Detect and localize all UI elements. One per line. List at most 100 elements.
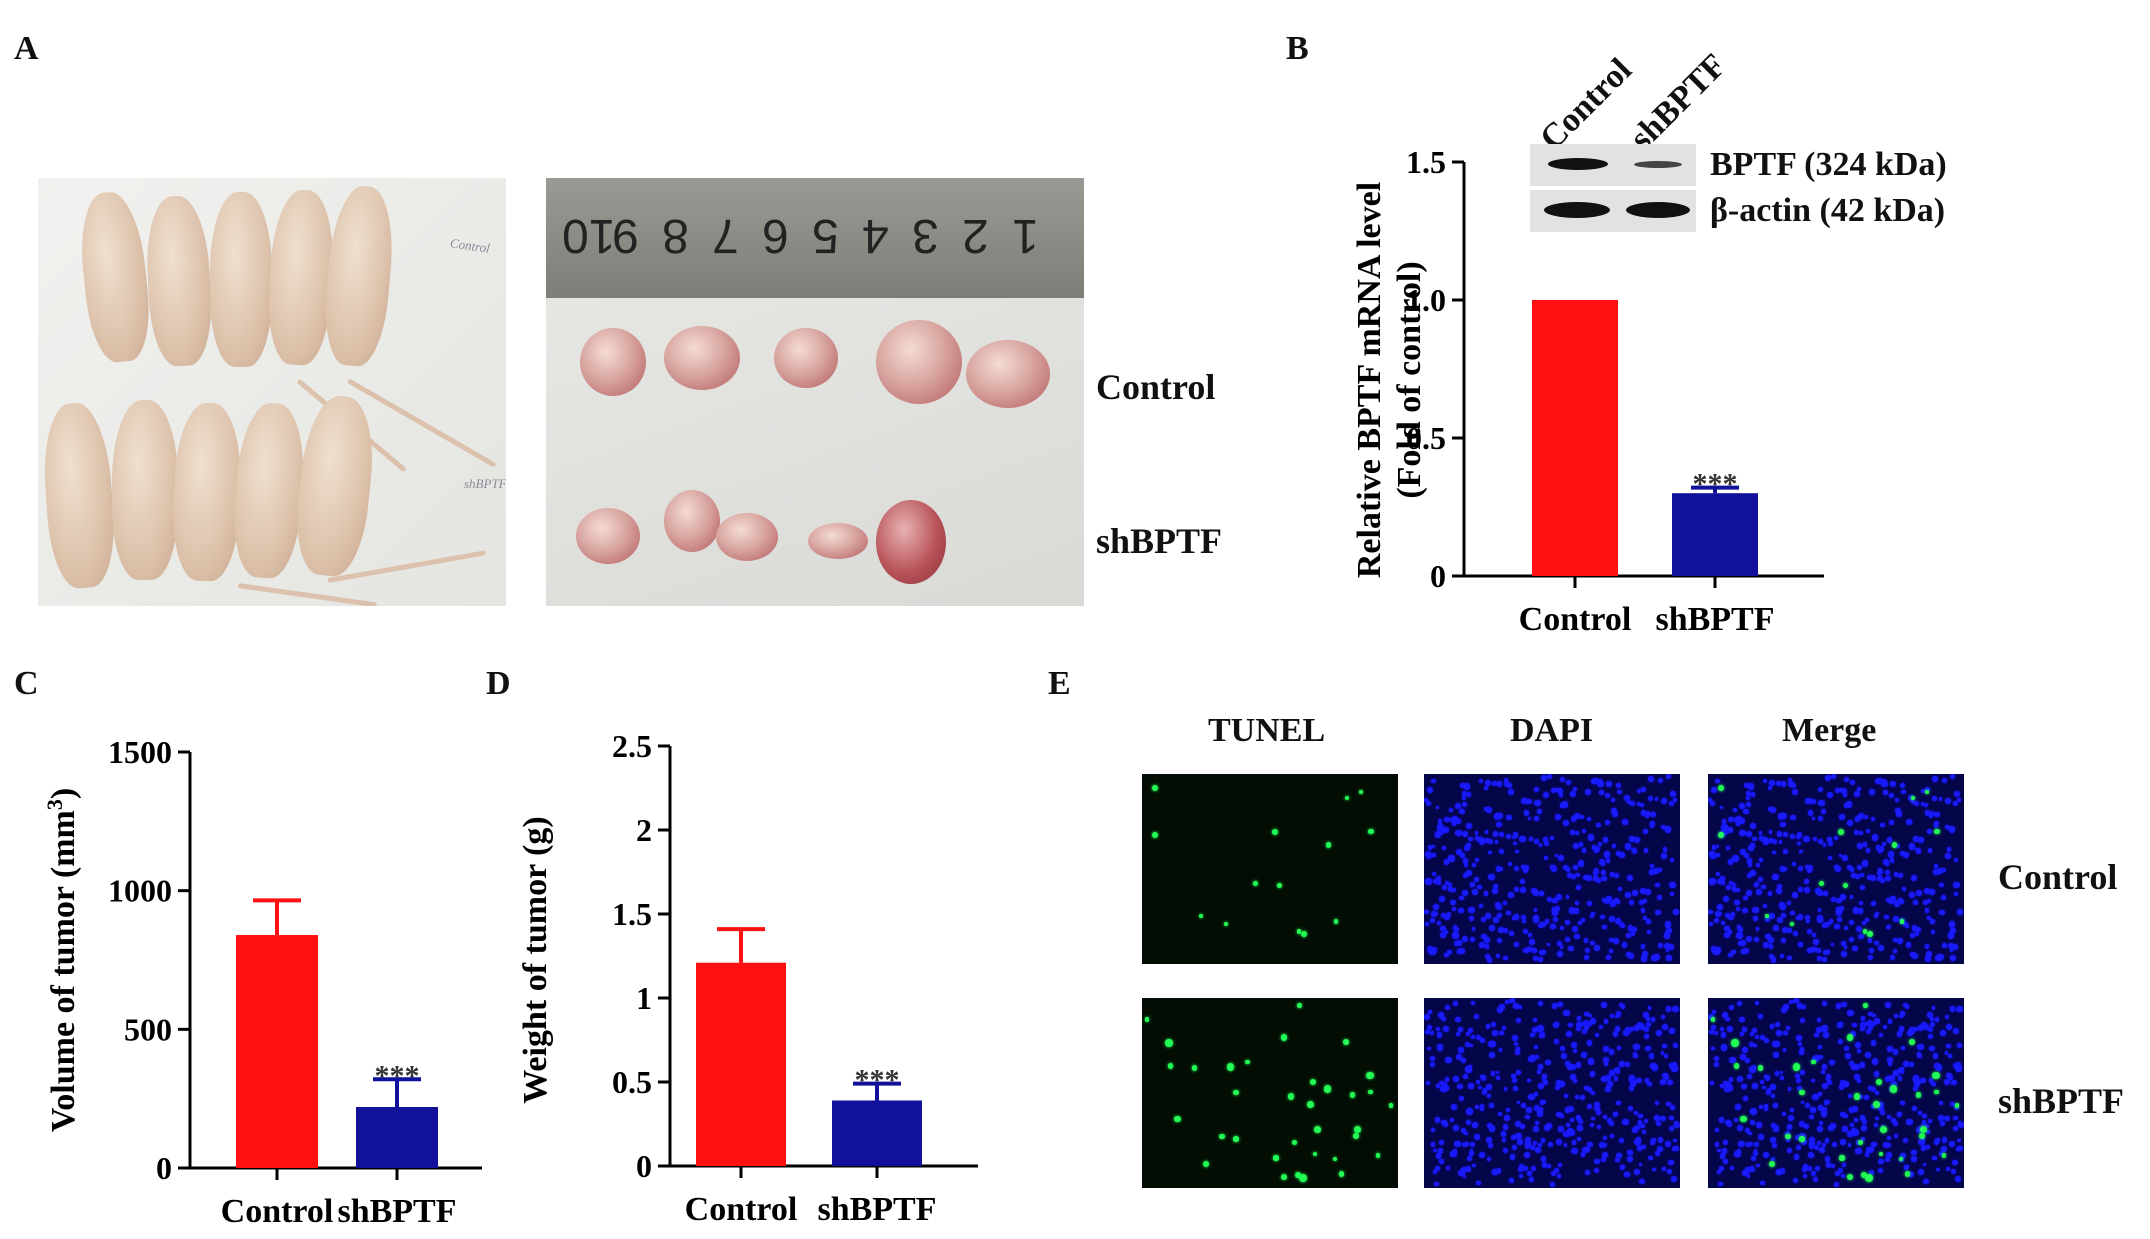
fluorescent-nucleus [1602, 1056, 1609, 1063]
fluorescent-nucleus [1919, 1126, 1927, 1134]
fluorescent-nucleus [1503, 1124, 1509, 1130]
fluorescent-nucleus [1571, 1147, 1578, 1154]
fluorescent-nucleus [1544, 856, 1549, 861]
fluorescent-nucleus [1671, 1065, 1678, 1072]
fluorescent-nucleus [1629, 1081, 1636, 1088]
fluorescent-nucleus [1798, 1089, 1805, 1096]
fluorescent-nucleus [1536, 1069, 1541, 1074]
y-tick-label: 1000 [108, 873, 172, 909]
fluorescent-nucleus [1902, 1137, 1908, 1143]
fluorescent-nucleus [1727, 859, 1733, 865]
fluorescent-nucleus [1783, 1030, 1789, 1036]
fluorescent-nucleus [1513, 1041, 1518, 1047]
fluorescent-nucleus [1779, 953, 1785, 959]
fluorescent-nucleus [1893, 1013, 1899, 1018]
fluorescent-nucleus [1957, 1121, 1964, 1129]
fluorescent-nucleus [1640, 802, 1645, 807]
fluorescent-nucleus [1768, 830, 1773, 834]
fluorescent-nucleus [1672, 1146, 1677, 1152]
fluorescent-nucleus [1528, 1093, 1535, 1100]
fluorescent-nucleus [1425, 922, 1430, 927]
fluorescent-nucleus [1503, 1087, 1508, 1091]
fluorescent-nucleus [1466, 843, 1471, 848]
fluorescent-nucleus [1884, 861, 1889, 867]
fluorescent-nucleus [1312, 1151, 1318, 1156]
fluorescent-nucleus [1921, 1120, 1927, 1125]
fluorescent-nucleus [1748, 1165, 1755, 1173]
fluorescent-nucleus [1817, 908, 1822, 912]
fluorescent-nucleus [1545, 1059, 1551, 1066]
fluorescent-nucleus [1636, 1021, 1644, 1029]
fluorescent-nucleus [1606, 1117, 1612, 1123]
fluorescent-nucleus [1432, 904, 1439, 911]
fluorescent-nucleus [1930, 929, 1935, 935]
fluorescent-nucleus [1875, 1090, 1880, 1095]
fluorescent-nucleus [1802, 1174, 1807, 1178]
fluorescent-nucleus [1575, 1021, 1582, 1028]
fluorescent-nucleus [1722, 896, 1729, 903]
fluorescent-nucleus [1627, 1149, 1633, 1156]
fluorescent-nucleus [1530, 1165, 1536, 1171]
fluorescent-nucleus [1435, 805, 1440, 810]
fluorescent-nucleus [1537, 1000, 1544, 1007]
fluorescent-nucleus [1870, 875, 1876, 882]
fluorescent-nucleus [1202, 1161, 1209, 1168]
fluorescent-nucleus [1797, 865, 1803, 871]
fluorescent-nucleus [1931, 1006, 1936, 1010]
blot-label-actin: β-actin (42 kDa) [1710, 192, 1946, 229]
fluorescent-nucleus [1822, 843, 1827, 848]
fluorescent-nucleus [1627, 925, 1634, 932]
fluorescent-nucleus [1504, 1115, 1510, 1122]
fluorescent-nucleus [1935, 954, 1942, 961]
tumor-row-label-shbptf: shBPTF [1096, 521, 1223, 561]
fluorescent-nucleus [1889, 781, 1896, 788]
fluorescent-nucleus [1660, 1015, 1665, 1019]
fluorescent-nucleus [1533, 1018, 1537, 1022]
fluorescent-nucleus [1609, 948, 1613, 953]
fluorescent-nucleus [1901, 789, 1906, 795]
fluorescent-nucleus [1655, 883, 1660, 888]
y-tick-label: 2 [636, 812, 652, 848]
fluorescent-nucleus [1848, 1107, 1855, 1114]
fluorescent-nucleus [1594, 1158, 1600, 1165]
fluorescent-nucleus [1556, 941, 1562, 947]
panel-letter-e: E [1048, 665, 1071, 702]
fluorescent-nucleus [1563, 1142, 1568, 1147]
fluorescent-nucleus [1910, 952, 1915, 957]
fluorescent-nucleus [1782, 848, 1788, 854]
fluorescent-nucleus [1849, 779, 1856, 786]
fluorescent-nucleus [1793, 930, 1798, 936]
fluorescent-nucleus [1673, 1121, 1680, 1129]
fluorescent-nucleus [1641, 950, 1649, 958]
fluorescent-nucleus [1735, 1104, 1741, 1111]
fluorescent-nucleus [1441, 1081, 1447, 1088]
fluorescent-nucleus [1555, 1022, 1560, 1027]
fluorescent-nucleus [1927, 899, 1932, 904]
fluorescent-nucleus [1758, 1105, 1763, 1110]
fluorescent-nucleus [1556, 787, 1564, 795]
fluorescent-nucleus [1844, 1045, 1850, 1051]
fluorescent-nucleus [1772, 1051, 1779, 1058]
fluorescent-nucleus [1638, 1162, 1643, 1167]
fluorescent-nucleus [1479, 1103, 1484, 1109]
fluorescent-nucleus [1861, 1136, 1866, 1142]
fluorescent-nucleus [1863, 1003, 1869, 1008]
fluorescent-nucleus [1746, 1174, 1751, 1179]
fluorescent-nucleus [1722, 1139, 1728, 1145]
fluorescent-nucleus [1748, 863, 1752, 868]
fluorescent-nucleus [1459, 808, 1465, 814]
fluorescent-nucleus [1458, 1169, 1465, 1176]
fluorescent-nucleus [1736, 822, 1740, 826]
fluorescent-nucleus [1950, 1168, 1957, 1175]
fluorescent-nucleus [1570, 790, 1577, 797]
fluorescent-nucleus [1368, 1089, 1374, 1095]
fluorescent-nucleus [1349, 1092, 1356, 1098]
fluorescent-nucleus [1878, 944, 1885, 952]
fluorescent-nucleus [1860, 873, 1864, 877]
fluorescent-nucleus [1847, 1010, 1854, 1017]
fluorescent-nucleus [1742, 1169, 1749, 1176]
fluorescent-nucleus [1798, 914, 1804, 920]
fluorescent-nucleus [1657, 894, 1663, 900]
fluorescent-nucleus [1908, 1171, 1915, 1178]
fluorescent-nucleus [1953, 1028, 1960, 1035]
